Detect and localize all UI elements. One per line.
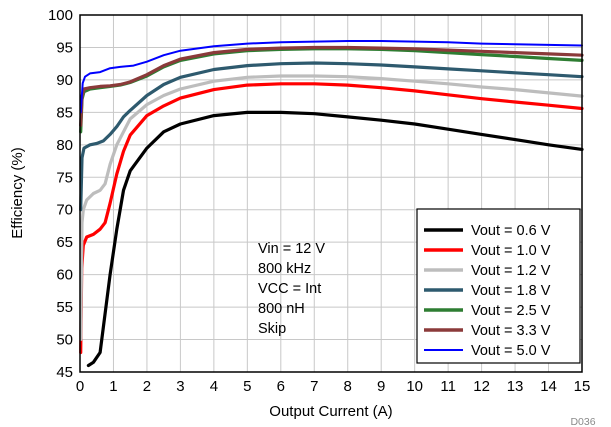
x-tick-label: 1 — [109, 378, 117, 395]
y-tick-label: 95 — [56, 39, 73, 56]
series-line-3 — [79, 61, 584, 212]
y-tick-label: 65 — [56, 234, 73, 251]
x-tick-label: 2 — [143, 378, 151, 395]
y-tick-label: 75 — [56, 169, 73, 186]
x-tick-label: 4 — [210, 378, 218, 395]
y-tick-label: 70 — [56, 202, 73, 219]
x-tick-label: 14 — [540, 378, 557, 395]
figure-code: D036 — [570, 416, 595, 427]
y-tick-label: 50 — [56, 332, 73, 349]
series-line-5 — [79, 45, 584, 127]
plot-frame — [79, 14, 583, 373]
series-line-0 — [86, 110, 584, 368]
tick-labels: 0 1 2 3 4 5 6 7 8 9 10 11 12 13 14 15455055606570758085… — [48, 7, 590, 395]
x-tick-label: 10 — [406, 378, 423, 395]
legend-label-6: Vout = 5.0 V — [471, 343, 551, 359]
x-tick-label: 0 — [76, 378, 84, 395]
series-line-6 — [79, 40, 583, 114]
x-tick-label: 8 — [344, 378, 352, 395]
annotation-line: 800 kHz — [258, 261, 311, 277]
series-line-2 — [79, 74, 584, 342]
y-tick-label: 60 — [56, 267, 73, 284]
y-axis-title: Efficiency (%) — [9, 147, 26, 238]
annotation-line: VCC = Int — [258, 281, 321, 297]
legend-label-2: Vout = 1.2 V — [471, 263, 551, 279]
y-tick-label: 100 — [48, 7, 73, 24]
y-tick-label: 90 — [56, 72, 73, 89]
x-tick-label: 9 — [377, 378, 385, 395]
x-axis-title: Output Current (A) — [269, 403, 392, 420]
x-tick-label: 6 — [277, 378, 285, 395]
x-tick-label: 7 — [310, 378, 318, 395]
legend-label-5: Vout = 3.3 V — [471, 323, 551, 339]
annotation-line: Vin = 12 V — [258, 241, 325, 257]
legend-label-4: Vout = 2.5 V — [471, 303, 551, 319]
x-tick-label: 13 — [507, 378, 524, 395]
annotation-line: 800 nH — [258, 301, 305, 317]
legend-box — [416, 208, 581, 364]
y-tick-label: 85 — [56, 104, 73, 121]
legend-label-0: Vout = 0.6 V — [471, 223, 551, 239]
x-tick-label: 11 — [440, 378, 456, 395]
x-tick-label: 15 — [574, 378, 591, 395]
annotation-line: Skip — [258, 321, 286, 337]
legend-label-1: Vout = 1.0 V — [471, 243, 551, 259]
x-tick-label: 12 — [473, 378, 490, 395]
conditions-annotation: Vin = 12 V 800 kHz VCC = Int 800 nH Skip — [258, 241, 325, 337]
x-tick-label: 3 — [176, 378, 184, 395]
series-line-1 — [79, 82, 584, 355]
series-lines — [79, 40, 584, 368]
legend: Vout = 0.6 V Vout = 1.0 V Vout = 1.2 V Vout… — [416, 208, 581, 364]
y-tick-label: 45 — [56, 364, 73, 381]
x-tick-label: 5 — [243, 378, 251, 395]
y-tick-label: 55 — [56, 299, 73, 316]
y-tick-label: 80 — [56, 137, 73, 154]
legend-label-3: Vout = 1.8 V — [471, 283, 551, 299]
